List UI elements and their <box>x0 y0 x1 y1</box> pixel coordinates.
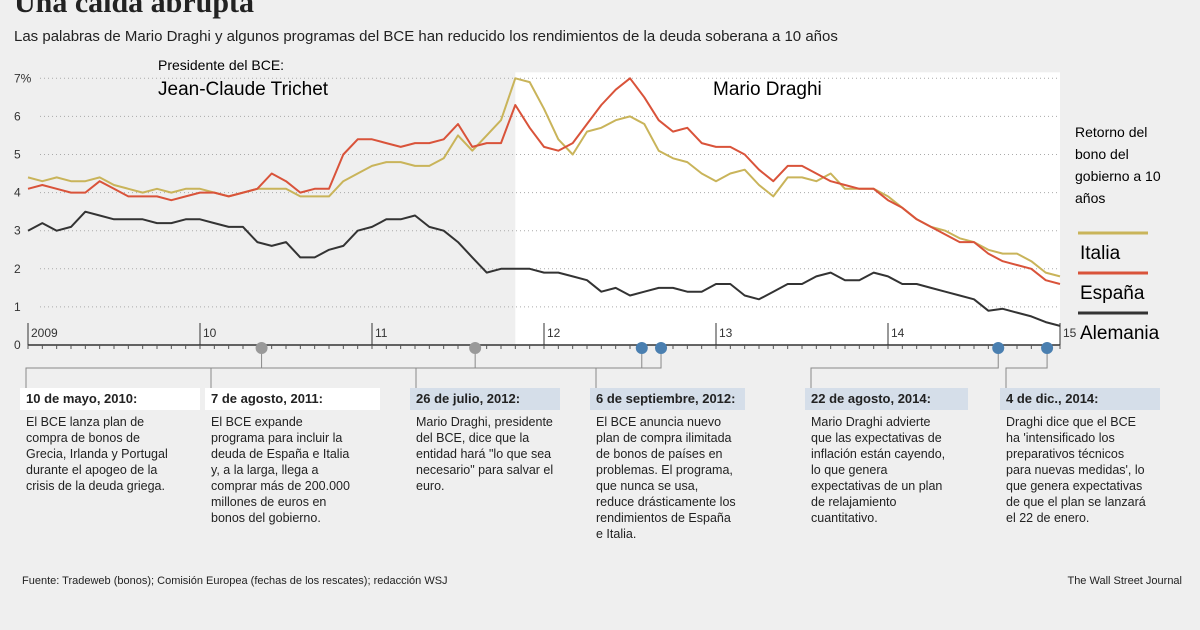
event-date: 26 de julio, 2012: <box>410 388 560 410</box>
x-tick-label: 12 <box>547 326 561 340</box>
y-tick-label: 6 <box>14 109 21 123</box>
x-tick-label: 15 <box>1063 326 1077 340</box>
event-annotation: 10 de mayo, 2010: El BCE lanza plan de co… <box>20 388 200 494</box>
event-marker <box>255 342 268 354</box>
event-text: El BCE anuncia nuevo plan de compra ilim… <box>596 415 736 541</box>
x-tick-label: 2009 <box>31 326 58 340</box>
event-connector <box>210 349 476 388</box>
x-tick-label: 13 <box>719 326 733 340</box>
event-text: El BCE expande programa para incluir la … <box>211 415 350 525</box>
event-connector <box>595 349 662 388</box>
event-date: 6 de septiembre, 2012: <box>590 388 745 410</box>
president-label: Presidente del BCE: <box>158 57 284 73</box>
period-label-trichet: Jean-Claude Trichet <box>158 79 329 100</box>
event-date: 4 de dic., 2014: <box>1000 388 1160 410</box>
series-line-italia <box>27 77 1061 278</box>
event-annotation: 22 de agosto, 2014: Mario Draghi advierte… <box>805 388 968 526</box>
event-date: 22 de agosto, 2014: <box>805 388 968 410</box>
event-annotation: 26 de julio, 2012: Mario Draghi, presiden… <box>410 388 560 494</box>
legend-title: Retorno del bono del gobierno a 10 años <box>1075 124 1161 206</box>
y-tick-label: 0 <box>14 338 21 352</box>
chart-title: Una caída abrupta <box>14 0 255 19</box>
y-tick-label: 5 <box>14 148 21 162</box>
y-tick-label: 1 <box>14 300 21 314</box>
y-tick-label: 7% <box>14 71 32 85</box>
event-annotation: 7 de agosto, 2011: El BCE expande program… <box>205 388 380 526</box>
event-connector <box>415 349 643 388</box>
event-marker <box>655 342 668 354</box>
period-label-draghi: Mario Draghi <box>713 79 822 100</box>
event-marker <box>992 342 1005 354</box>
event-text: Mario Draghi advierte que las expectativ… <box>811 415 946 525</box>
event-annotation: 6 de septiembre, 2012: El BCE anuncia nue… <box>590 388 745 542</box>
chart-subtitle: Las palabras de Mario Draghi y algunos p… <box>14 28 838 45</box>
event-connector <box>25 349 263 388</box>
event-text: Mario Draghi, presidente del BCE, dice q… <box>416 415 554 493</box>
event-marker <box>1041 342 1054 354</box>
credit: The Wall Street Journal <box>1067 575 1182 587</box>
event-connector <box>810 349 999 388</box>
legend-label: España <box>1080 283 1145 304</box>
event-connector <box>1005 349 1048 388</box>
event-marker <box>635 342 648 354</box>
source-note: Fuente: Tradeweb (bonos); Comisión Europ… <box>22 575 448 587</box>
event-annotation: 4 de dic., 2014: Draghi dice que el BCE h… <box>1000 388 1160 526</box>
draghi-period-bg <box>515 72 1060 346</box>
y-tick-label: 4 <box>14 186 21 200</box>
event-marker <box>469 342 482 354</box>
y-tick-label: 3 <box>14 224 21 238</box>
event-text: El BCE lanza plan de compra de bonos de … <box>26 415 168 493</box>
legend-label: Alemania <box>1080 323 1160 344</box>
legend-label: Italia <box>1080 243 1121 264</box>
x-tick-label: 10 <box>203 326 217 340</box>
event-date: 7 de agosto, 2011: <box>205 388 380 410</box>
x-tick-label: 11 <box>375 326 388 340</box>
series-line-alemania <box>27 210 1061 327</box>
event-text: Draghi dice que el BCE ha 'intensificado… <box>1006 415 1146 525</box>
event-date: 10 de mayo, 2010: <box>20 388 200 410</box>
x-tick-label: 14 <box>891 326 905 340</box>
y-tick-label: 2 <box>14 262 21 276</box>
series-line-españa <box>27 77 1061 285</box>
